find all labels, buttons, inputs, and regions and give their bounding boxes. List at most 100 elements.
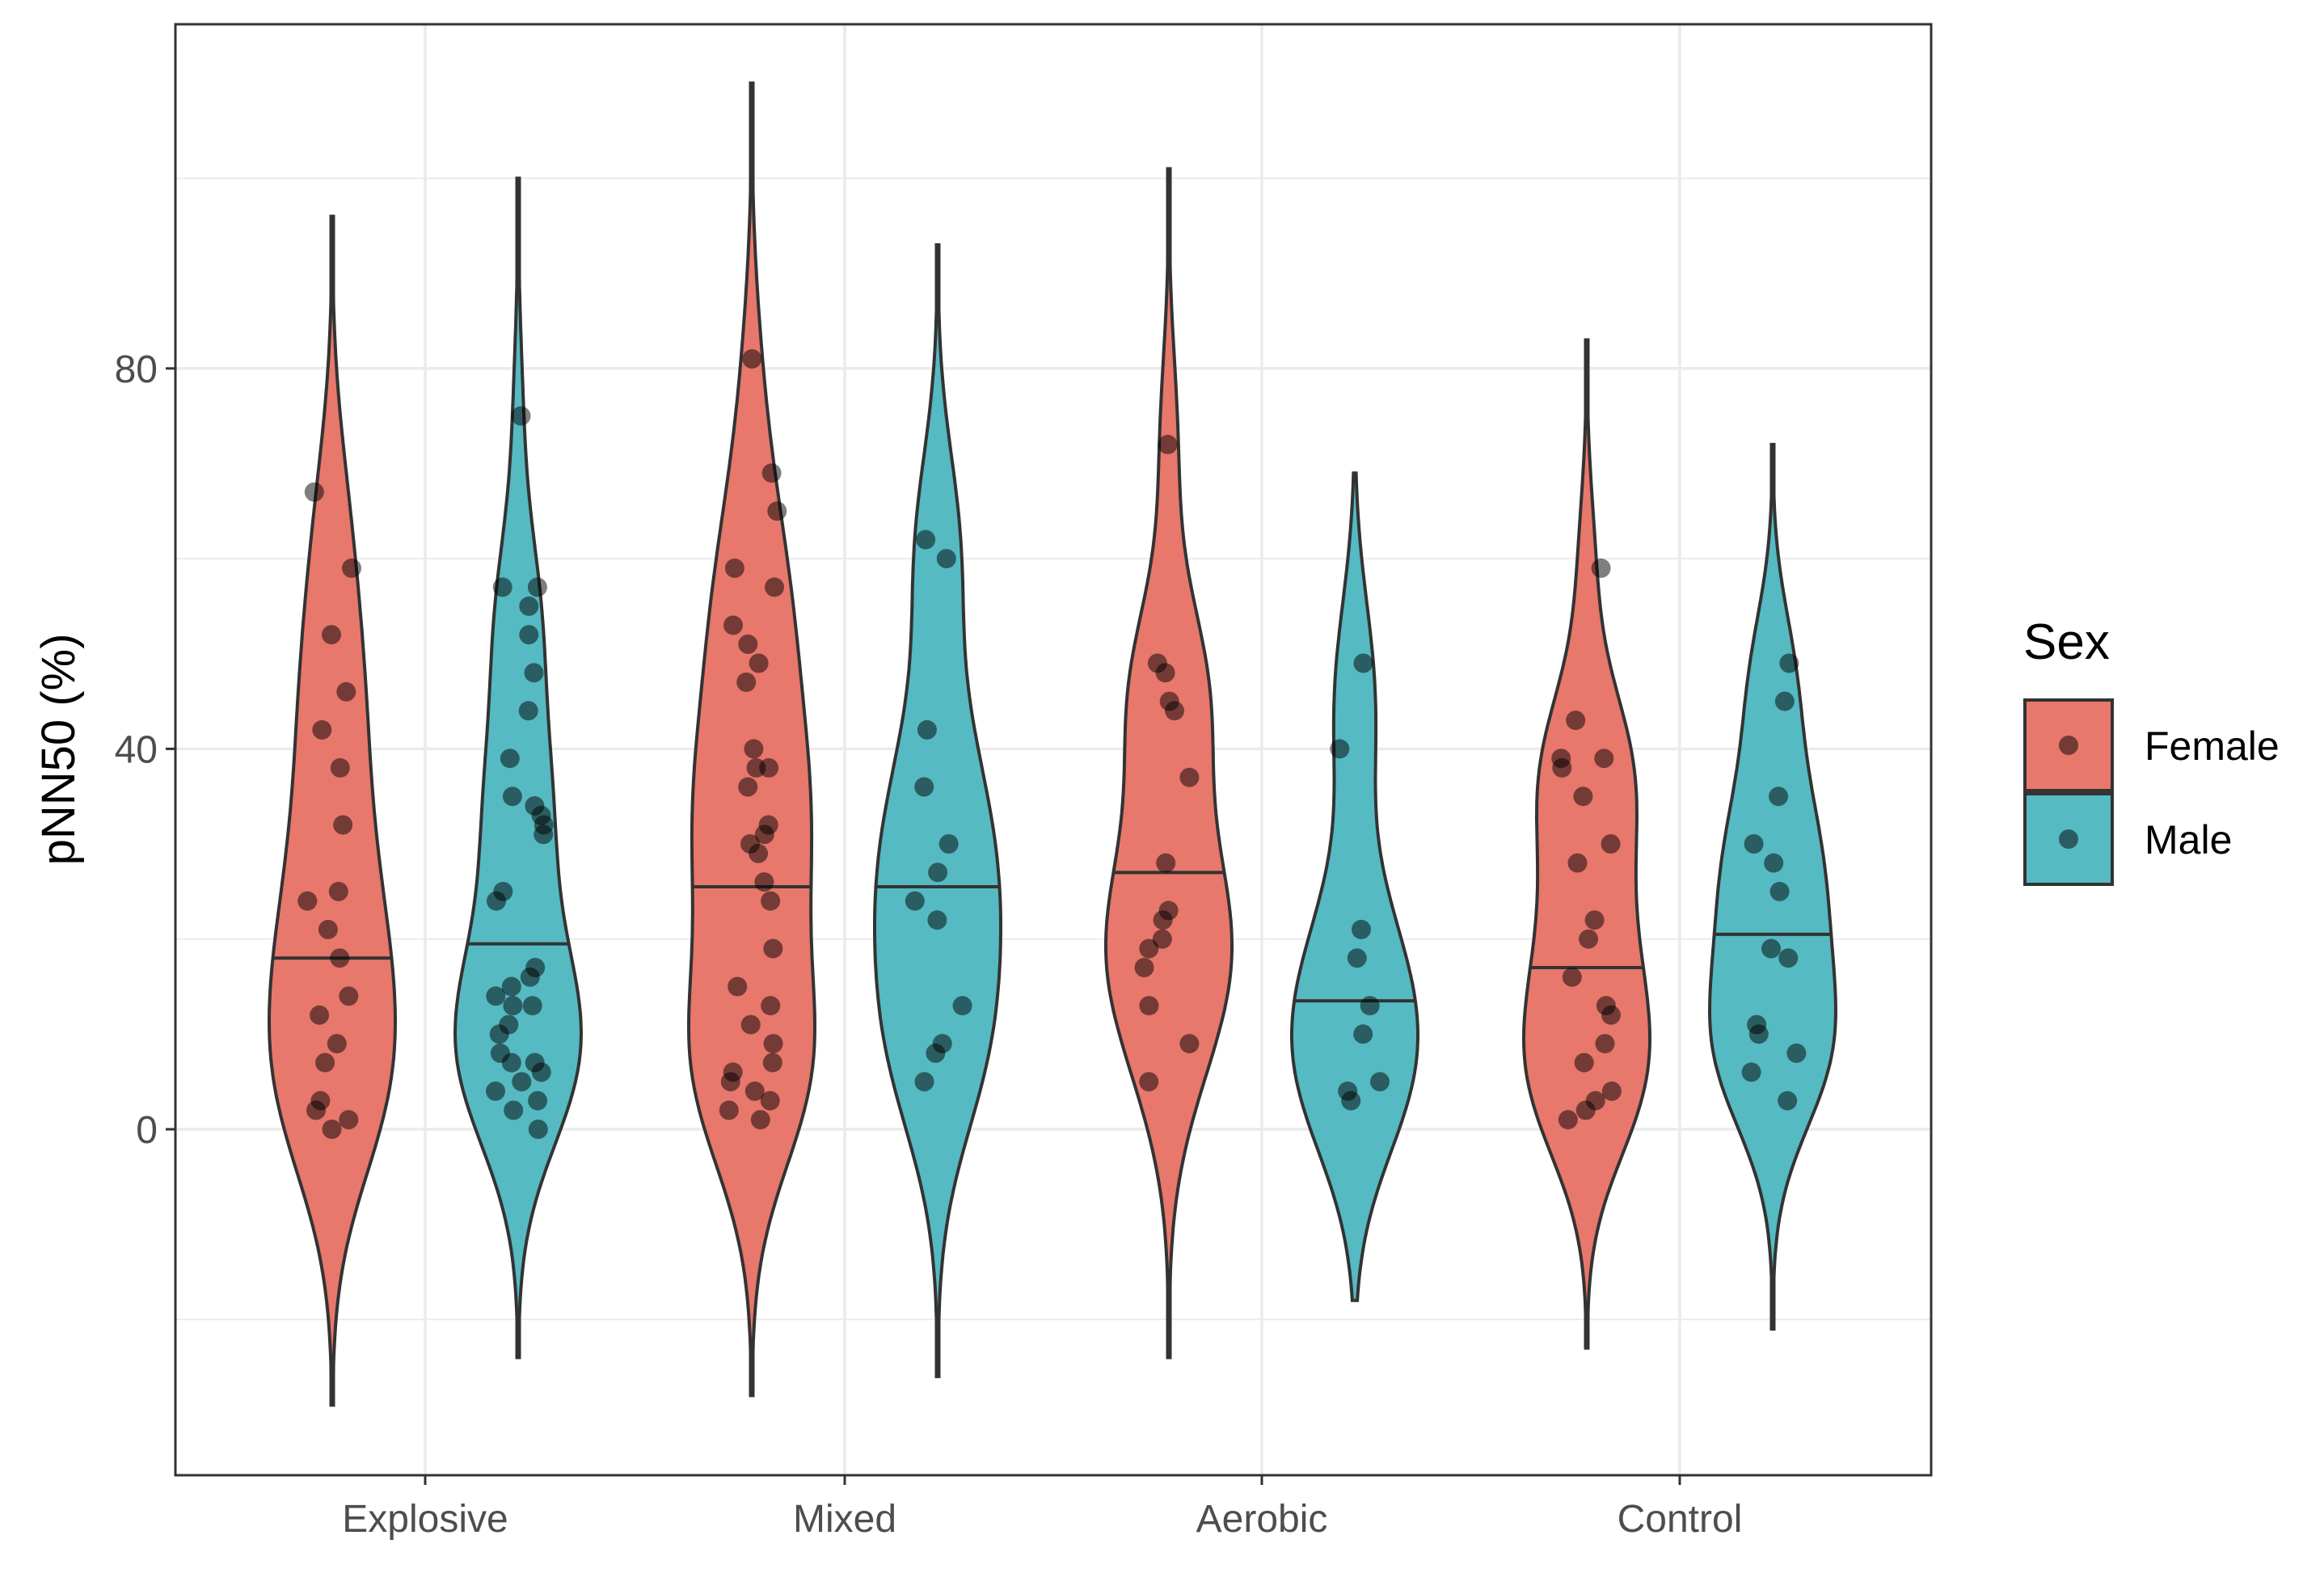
data-point	[740, 1014, 761, 1035]
data-point	[1158, 434, 1178, 454]
data-point	[297, 891, 318, 911]
y-tick-label: 40	[115, 728, 158, 771]
data-point	[1761, 938, 1781, 959]
data-point	[916, 529, 936, 550]
data-point	[927, 910, 947, 930]
violin-mixed-female	[686, 81, 817, 1398]
data-point	[761, 463, 782, 483]
violin-explosive-male	[453, 176, 584, 1360]
data-point	[1741, 1062, 1761, 1082]
data-point	[761, 891, 781, 911]
violin-aerobic-male	[1290, 471, 1419, 1302]
data-point	[1139, 938, 1159, 959]
data-point	[1165, 701, 1184, 721]
data-point	[524, 663, 544, 683]
data-point	[914, 1072, 934, 1092]
violin-explosive-female	[267, 214, 398, 1407]
data-point	[503, 996, 523, 1016]
y-tick-labels: 0 40 80	[115, 348, 158, 1152]
data-point	[1764, 853, 1784, 873]
data-point	[952, 996, 972, 1016]
data-point	[1574, 1052, 1594, 1073]
data-point	[330, 757, 350, 778]
data-point	[1558, 1110, 1578, 1130]
data-point	[720, 1072, 740, 1092]
data-point	[736, 673, 757, 692]
legend-point-female	[2059, 736, 2078, 755]
data-point	[928, 863, 948, 883]
data-point	[728, 976, 748, 997]
data-point	[522, 996, 542, 1016]
violins	[267, 81, 1838, 1407]
data-point	[746, 757, 766, 778]
data-point	[328, 881, 348, 901]
data-point	[310, 1005, 330, 1025]
data-point	[1748, 1024, 1769, 1044]
data-point	[1566, 711, 1586, 731]
data-point	[749, 653, 769, 673]
data-point	[905, 891, 925, 911]
data-point	[1155, 663, 1175, 683]
data-point	[322, 625, 341, 645]
data-point	[1330, 739, 1350, 759]
data-point	[1778, 948, 1799, 968]
x-tick-labels: Explosive Mixed Aerobic Control	[342, 1498, 1742, 1541]
data-point	[914, 777, 934, 797]
data-point	[1744, 834, 1764, 854]
data-point	[534, 825, 554, 845]
data-point	[518, 701, 538, 721]
data-point	[336, 681, 356, 702]
data-point	[339, 1110, 359, 1130]
data-point	[754, 872, 774, 892]
x-tick-label: Mixed	[793, 1498, 896, 1541]
data-point	[767, 501, 787, 521]
data-point	[315, 1052, 335, 1073]
data-point	[528, 1090, 548, 1111]
data-point	[330, 948, 350, 968]
data-point	[938, 834, 959, 854]
data-point	[519, 625, 539, 645]
data-point	[1179, 767, 1200, 787]
data-point	[500, 749, 520, 769]
data-point	[306, 1100, 326, 1120]
data-point	[1152, 929, 1172, 949]
data-point	[1769, 881, 1790, 901]
axis-ticks	[166, 367, 1681, 1485]
data-point	[763, 1034, 783, 1054]
data-point	[1353, 653, 1373, 673]
data-point	[527, 577, 547, 597]
data-point	[1778, 1090, 1798, 1111]
data-point	[1347, 948, 1367, 968]
data-point	[917, 719, 937, 740]
data-point	[1601, 834, 1621, 854]
data-point	[1134, 958, 1154, 977]
data-point	[1552, 757, 1572, 778]
data-point	[504, 1100, 524, 1120]
data-point	[1573, 787, 1593, 807]
x-tick-label: Control	[1618, 1498, 1743, 1541]
data-point	[1601, 1005, 1621, 1025]
data-point	[724, 558, 744, 578]
data-points	[297, 349, 1807, 1139]
data-point	[749, 843, 769, 863]
violin-mixed-male	[873, 243, 1002, 1378]
data-point	[1179, 1034, 1200, 1054]
data-point	[742, 349, 762, 369]
data-point	[1774, 691, 1795, 711]
x-tick-label: Explosive	[342, 1498, 508, 1541]
data-point	[761, 996, 781, 1016]
data-point	[1584, 910, 1605, 930]
data-point	[754, 825, 774, 845]
data-point	[936, 549, 956, 569]
y-axis-title: pNN50 (%)	[32, 634, 85, 866]
data-point	[1567, 853, 1588, 873]
data-point	[1591, 558, 1611, 578]
legend-point-male	[2059, 829, 2078, 849]
data-point	[322, 1120, 342, 1139]
legend-label-male: Male	[2145, 817, 2232, 863]
data-point	[719, 1100, 739, 1120]
data-point	[511, 406, 531, 426]
legend: Sex Female Male	[2023, 614, 2280, 886]
data-point	[501, 1052, 521, 1073]
violin-aerobic-female	[1104, 167, 1234, 1360]
